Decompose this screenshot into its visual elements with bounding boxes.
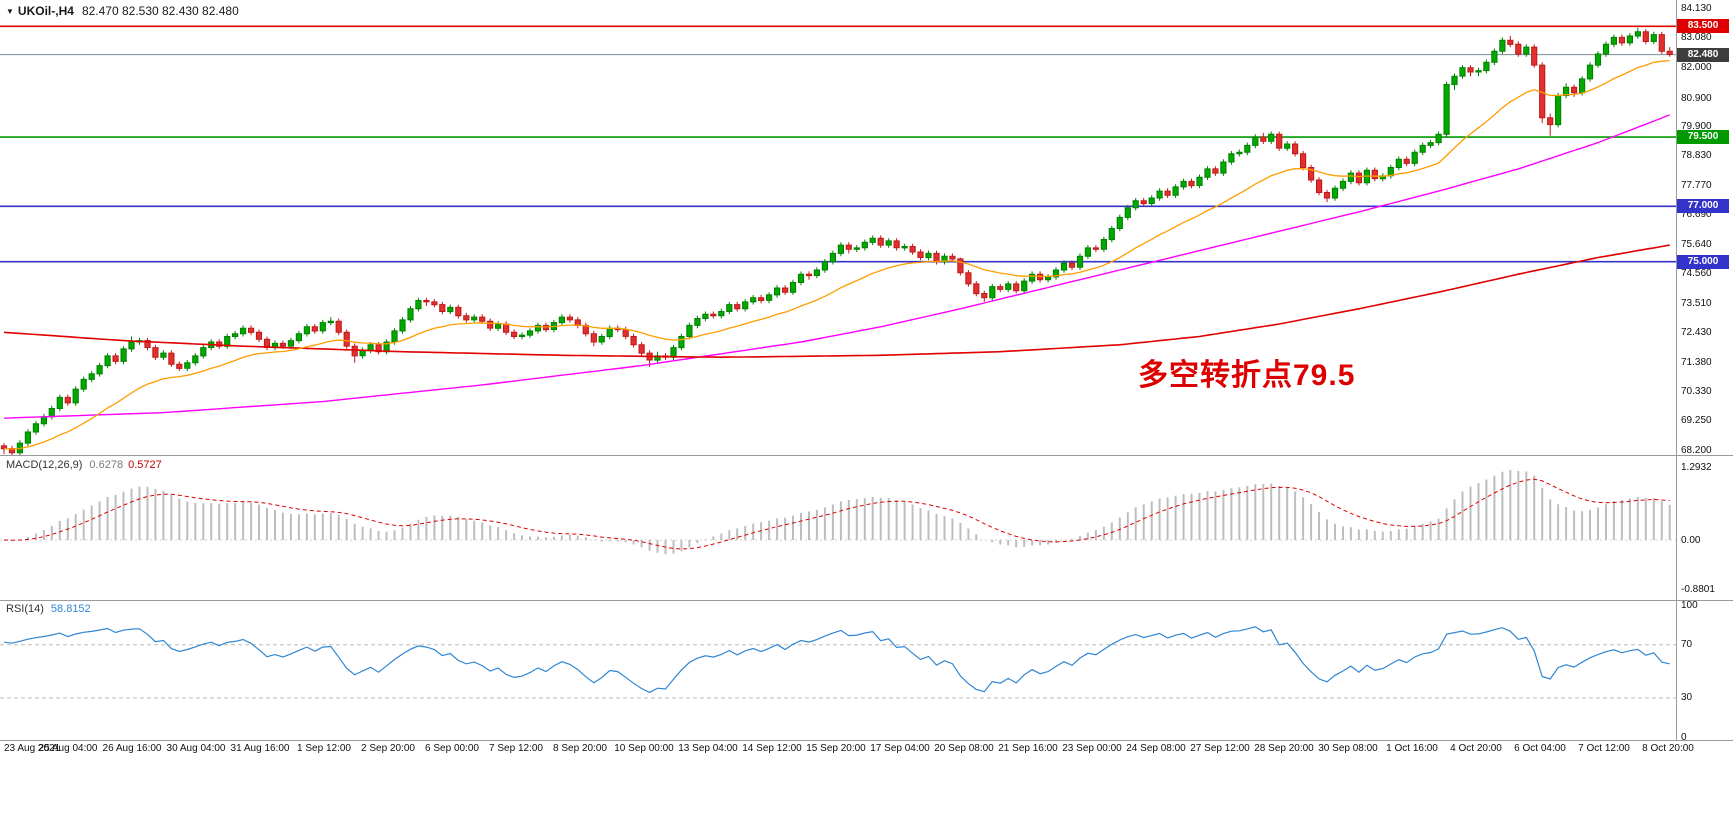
ohlc-values: 82.470 82.530 82.430 82.480 <box>81 4 239 18</box>
chart-header: ▼ UKOil-,H4 82.470 82.530 82.430 82.480 <box>6 4 239 18</box>
rsi-indicator-label: RSI(14) <box>6 603 44 615</box>
pivot-point-annotation: 多空转折点79.5 <box>1138 359 1356 392</box>
chart-plot-area[interactable] <box>0 0 1733 760</box>
symbol-timeframe-label: UKOil-,H4 <box>17 4 74 18</box>
macd-main-value: 0.6278 <box>89 459 124 471</box>
collapse-triangle-icon[interactable]: ▼ <box>6 7 14 16</box>
macd-signal-value: 0.5727 <box>128 459 162 471</box>
macd-pane-header: MACD(12,26,9) 0.6278 0.5727 <box>6 459 162 471</box>
rsi-value: 58.8152 <box>50 603 91 615</box>
rsi-pane-header: RSI(14) 58.8152 <box>6 603 91 615</box>
macd-indicator-label: MACD(12,26,9) <box>6 459 83 471</box>
